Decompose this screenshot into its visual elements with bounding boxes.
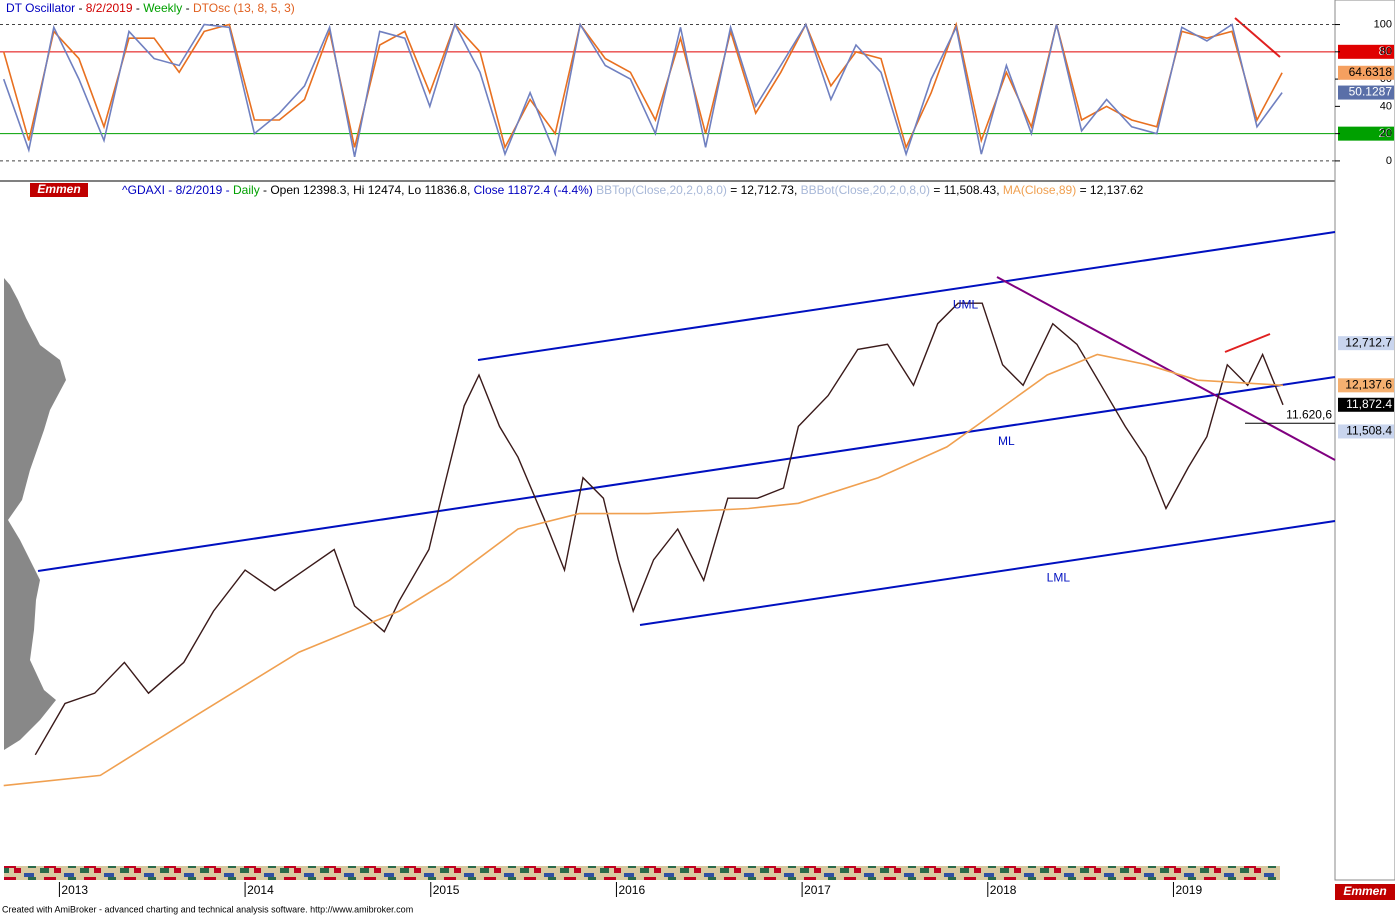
y-tick-label: 20 (1380, 128, 1392, 140)
annotation: UML (953, 298, 979, 312)
header-part: MA(Close,89) (1003, 183, 1076, 197)
header-part: - (133, 1, 144, 15)
header-part: Daily (233, 183, 260, 197)
upper-median-line (477, 231, 1336, 361)
last-value-label: 64.6318 (1349, 65, 1393, 79)
header-part: - (182, 1, 193, 15)
x-tick-label: 2014 (247, 883, 274, 897)
header-part: Close 11872.4 (-4.4%) (474, 183, 593, 197)
header-part: - (75, 1, 86, 15)
series-line (34, 302, 1284, 756)
level-label: 20 (1379, 126, 1393, 140)
pane-header: DT Oscillator - 8/2/2019 - Weekly - DTOs… (6, 1, 295, 15)
header-part: = 12,712.73, (727, 183, 801, 197)
footer: Created with AmiBroker - advanced charti… (2, 904, 413, 914)
level-label-box (1338, 126, 1394, 141)
annotation: LML (1047, 570, 1071, 584)
last-value-label: 11,872.4 (1346, 397, 1392, 411)
header-part: DT Oscillator (6, 1, 75, 15)
header-part: ^GDAXI - 8/2/2019 - (122, 183, 233, 197)
trend-line (1224, 333, 1271, 353)
header-part: BBTop(Close,20,2,0,8,0) (593, 183, 727, 197)
last-value-label-box (1338, 378, 1394, 393)
last-value-label-box (1338, 85, 1394, 100)
y-tick-label: 0 (1386, 155, 1392, 167)
pane-badge (30, 183, 88, 197)
x-tick-label: 2017 (804, 883, 831, 897)
annotation: ML (998, 434, 1015, 448)
series-line (2, 22, 1283, 157)
header-part: BBBot(Close,20,2,0,8,0) (801, 183, 930, 197)
x-tick-label: 2019 (1175, 883, 1202, 897)
series-line (3, 353, 1284, 787)
header-part: Weekly (143, 1, 182, 15)
last-value-label-box (1338, 397, 1394, 412)
x-tick-label: 2016 (618, 883, 645, 897)
last-value-label-box (1338, 65, 1394, 80)
header-part: 8/2/2019 (86, 1, 133, 15)
corner-label: Emmen (1343, 884, 1386, 898)
x-tick-label: 2018 (990, 883, 1017, 897)
series-line (2, 21, 1283, 150)
band-label-box (1338, 336, 1394, 351)
level-label-box (1338, 44, 1394, 59)
trend-line (996, 276, 1336, 461)
pane-header: ^GDAXI - 8/2/2019 - Daily - Open 12398.3… (122, 183, 1144, 197)
median-line (37, 376, 1336, 572)
pane-label: Emmen (37, 182, 80, 196)
lower-median-line (639, 520, 1336, 626)
volume-profile (4, 278, 66, 750)
header-part: = 12,137.62 (1076, 183, 1143, 197)
y-tick-label: 40 (1380, 100, 1392, 112)
y-tick-label: 80 (1380, 46, 1392, 58)
pane-badge (1335, 884, 1395, 900)
y-tick-label: 100 (1374, 18, 1392, 30)
x-tick-label: 2013 (61, 883, 88, 897)
last-value-label: 50.1287 (1349, 85, 1393, 99)
x-tick-label: 2015 (433, 883, 460, 897)
level-label: 80 (1379, 44, 1393, 58)
indicator-strip (4, 866, 1280, 880)
header-part: DTOsc (13, 8, 5, 3) (193, 1, 295, 15)
header-part: = 11,508.43, (930, 183, 1003, 197)
band-label: 11,508.4 (1346, 424, 1392, 438)
band-label-box (1338, 424, 1394, 439)
level-note: 11.620,6 (1286, 407, 1332, 421)
header-part: - Open 12398.3, Hi 12474, Lo 11836.8, (260, 183, 474, 197)
last-value-label: 12,137.6 (1345, 378, 1392, 392)
band-label: 12,712.7 (1345, 335, 1392, 349)
right-axis (1334, 0, 1395, 881)
